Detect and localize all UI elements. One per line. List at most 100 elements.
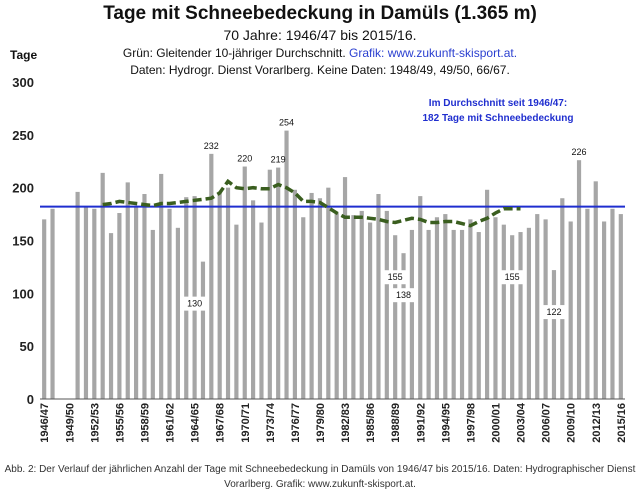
data-label-42: 155 — [388, 272, 403, 282]
x-tick-label: 1997/98 — [465, 403, 477, 443]
chart-note-data-source: Daten: Hydrogr. Dienst Vorarlberg. Keine… — [130, 63, 510, 77]
bar-25 — [251, 200, 256, 399]
data-label-box-42 — [384, 270, 407, 285]
bar-20 — [209, 153, 214, 399]
bar-33 — [317, 198, 323, 399]
x-tick-label: 1961/62 — [165, 403, 177, 443]
x-tick-label: 1988/89 — [390, 403, 402, 443]
bar-39 — [368, 222, 373, 399]
bar-45 — [418, 196, 423, 399]
data-label-64: 226 — [572, 147, 587, 157]
data-label-box-56 — [501, 270, 524, 285]
bar-47 — [434, 217, 440, 399]
bar-15 — [167, 208, 172, 399]
figure-caption: Abb. 2: Der Verlauf der jährlichen Anzah… — [4, 464, 636, 490]
bar-32 — [309, 192, 314, 399]
data-label-43: 138 — [396, 290, 411, 300]
bar-48 — [443, 214, 448, 399]
y-tick-label: 200 — [12, 181, 34, 196]
bar-11 — [134, 205, 139, 399]
bar-19 — [200, 261, 206, 399]
data-label-20: 232 — [204, 141, 219, 151]
note-text: Grün: Gleitender 10-jähriger Durchschnit… — [122, 46, 346, 60]
bar-58 — [526, 227, 531, 399]
bar-51 — [468, 219, 473, 399]
x-tick-label: 1979/80 — [315, 403, 327, 443]
bar-61 — [551, 270, 557, 399]
bar-8 — [108, 233, 114, 399]
data-label-28: 219 — [271, 155, 286, 165]
bar-46 — [426, 229, 431, 399]
data-label-box-18 — [183, 296, 206, 311]
note-link[interactable]: Grafik: www.zukunft-skisport.at. — [349, 46, 518, 60]
bar-44 — [409, 229, 414, 399]
bar-30 — [292, 189, 297, 399]
bar-21 — [217, 191, 222, 399]
bar-26 — [259, 222, 264, 399]
x-tick-label: 1946/47 — [39, 403, 51, 443]
x-tick-label: 2009/10 — [566, 403, 578, 443]
moving-average-line — [102, 178, 521, 228]
bar-34 — [326, 187, 331, 399]
bar-28 — [276, 167, 281, 399]
mean-label-line1: Im Durchschnitt seit 1946/47: — [429, 98, 567, 109]
bar-66 — [593, 181, 598, 399]
bar-1 — [50, 208, 55, 399]
x-tick-label: 1955/56 — [114, 403, 126, 443]
x-tick-label: 1973/74 — [265, 402, 277, 443]
x-tick-label: 1991/92 — [415, 403, 427, 443]
bar-50 — [459, 229, 465, 399]
y-tick-label: 300 — [12, 75, 34, 90]
bar-31 — [301, 217, 306, 399]
y-tick-label: 0 — [27, 392, 34, 407]
bar-40 — [376, 194, 381, 399]
data-label-61: 122 — [546, 307, 561, 317]
x-tick-label: 1976/77 — [290, 403, 302, 443]
bar-59 — [535, 214, 540, 399]
bar-7 — [100, 172, 105, 399]
y-tick-label: 100 — [12, 286, 34, 301]
bar-65 — [585, 208, 590, 399]
bar-52 — [476, 232, 481, 399]
mean-label-line2: 182 Tage mit Schneebedeckung — [423, 113, 574, 124]
bar-64 — [576, 160, 582, 399]
bar-27 — [267, 169, 272, 399]
data-label-box-61 — [542, 305, 565, 320]
x-tick-label: 1985/86 — [365, 403, 377, 443]
x-tick-label: 2015/16 — [616, 403, 628, 443]
data-label-24: 220 — [237, 154, 252, 164]
x-tick-label: 1970/71 — [240, 403, 252, 443]
bar-68 — [610, 208, 615, 399]
chart-note-moving-average: Grün: Gleitender 10-jähriger Durchschnit… — [0, 46, 640, 60]
bar-0 — [42, 219, 47, 399]
bar-67 — [602, 221, 607, 399]
bar-10 — [125, 182, 130, 399]
bar-55 — [501, 224, 506, 399]
y-axis-label: Tage — [10, 48, 38, 62]
chart-subtitle: 70 Jahre: 1946/47 bis 2015/16. — [223, 27, 417, 43]
chart-title: Tage mit Schneebedeckung in Damüls (1.36… — [103, 3, 537, 24]
bar-62 — [560, 198, 565, 399]
bar-22 — [225, 187, 231, 399]
data-label-29: 254 — [279, 118, 294, 128]
x-tick-label: 2012/13 — [591, 403, 603, 443]
bar-23 — [234, 224, 239, 399]
x-tick-label: 1964/65 — [190, 403, 202, 443]
x-tick-label: 1952/53 — [89, 403, 101, 443]
bar-37 — [351, 215, 356, 399]
bar-24 — [242, 166, 247, 399]
x-tick-label: 2006/07 — [541, 403, 553, 443]
bar-5 — [83, 206, 89, 399]
x-tick-label: 2000/01 — [490, 403, 502, 443]
bar-57 — [518, 232, 523, 399]
x-tick-label: 2003/04 — [516, 402, 528, 443]
chart-canvas: 0 50 100 150 200 250 300 1946/47 1949/50 1952/53 1… — [12, 75, 628, 443]
bar-13 — [150, 229, 155, 399]
y-tick-label: 150 — [12, 234, 34, 249]
bar-63 — [568, 221, 573, 399]
y-tick-label: 250 — [12, 128, 34, 143]
data-label-box-43 — [392, 288, 415, 303]
bar-14 — [159, 173, 164, 399]
bar-41 — [384, 210, 389, 399]
bar-16 — [175, 227, 180, 399]
